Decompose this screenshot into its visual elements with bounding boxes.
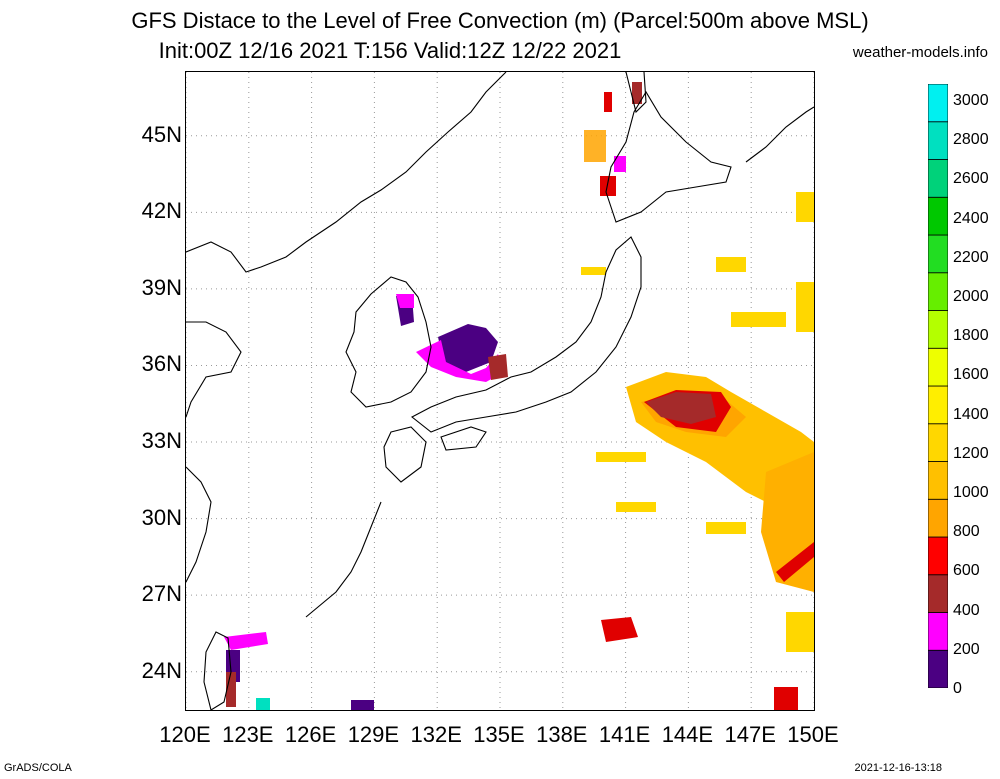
lfc-field: [224, 82, 814, 710]
colorbar-segment: [928, 423, 948, 462]
lat-tick-label: 24N: [141, 657, 182, 683]
lon-tick-label: 138E: [536, 722, 588, 747]
colorbar-label: 1200: [953, 444, 989, 462]
field-sw-cyan: [256, 698, 270, 710]
lat-tick-label: 45N: [141, 121, 182, 147]
lat-tick-label: 36N: [141, 351, 182, 377]
lon-tick-label: 141E: [598, 722, 651, 747]
field-magenta-korea: [396, 294, 414, 308]
lat-tick-label: 30N: [141, 504, 182, 530]
field-hokkaido-brown: [632, 82, 642, 104]
colorbar-label: 1800: [953, 327, 989, 345]
field-purple-sea: [438, 324, 498, 372]
lon-tick-label: 126E: [284, 722, 337, 747]
lat-tick-label: 39N: [141, 274, 182, 300]
footer-software: GrADS/COLA: [4, 762, 72, 774]
coast-korea: [345, 276, 432, 408]
coast-kurils: [745, 106, 814, 163]
field-east-red: [776, 542, 814, 582]
colorbar-label: 600: [953, 562, 980, 580]
lon-tick-label: 129E: [347, 722, 400, 747]
colorbar-segment: [928, 385, 948, 425]
colorbar-label: 800: [953, 523, 980, 541]
field-magenta-sea: [416, 340, 504, 382]
field-hokkaido-red: [600, 176, 616, 196]
field-se-red: [774, 687, 798, 710]
colorbar-segment: [928, 196, 948, 236]
field-sw-purple: [351, 700, 374, 710]
map-canvas: [186, 72, 814, 710]
lon-tick-label: 123E: [222, 722, 274, 747]
lon-tick-label: 132E: [410, 722, 462, 747]
coast-ryukyu: [305, 501, 382, 618]
colorbar-label: 2400: [953, 209, 989, 227]
colorbar-label: 2800: [953, 131, 989, 149]
lon-tick-label: 147E: [724, 722, 776, 747]
footer-timestamp: 2021-12-16-13:18: [854, 762, 942, 774]
colorbar-label: 2000: [953, 288, 989, 305]
colorbar-label: 2200: [953, 248, 989, 266]
map-subtitle: Init:00Z 12/16 2021 T:156 Valid:12Z 12/2…: [158, 38, 622, 63]
colorbar-label: 1000: [953, 484, 989, 501]
lon-tick-label: 144E: [661, 722, 714, 747]
coast-hokkaido: [605, 90, 732, 223]
lat-tick-label: 27N: [141, 581, 182, 607]
coastlines: [186, 72, 814, 710]
colorbar-segment: [928, 649, 948, 688]
field-hokkaido-red2: [604, 92, 612, 112]
colorbar-segment: [928, 498, 948, 538]
map-plot-area: [185, 71, 815, 711]
colorbar-segment: [928, 310, 948, 349]
coast-mainland: [186, 72, 507, 583]
colorbar-segment: [928, 347, 948, 387]
colorbar: [928, 84, 948, 688]
colorbar-segment: [928, 536, 948, 576]
field-taiwan-magenta: [224, 632, 268, 650]
field-pacific-brown: [646, 392, 716, 424]
coast-shikoku: [440, 426, 487, 451]
field-hokkaido-orange: [584, 130, 606, 162]
colorbar-label: 2600: [953, 170, 989, 188]
colorbar-label: 1400: [953, 405, 989, 423]
lon-tick-label: 120E: [159, 722, 211, 747]
colorbar-segment: [928, 461, 948, 500]
field-brown-sea: [488, 354, 508, 380]
lon-tick-label: 135E: [473, 722, 525, 747]
colorbar-label: 0: [953, 680, 962, 697]
colorbar-segment: [928, 574, 948, 613]
colorbar-label: 400: [953, 601, 980, 619]
field-taiwan-brown: [226, 672, 236, 707]
lat-tick-label: 33N: [141, 428, 182, 454]
lon-tick-label: 150E: [787, 722, 839, 747]
colorbar-label: 3000: [953, 92, 989, 109]
coast-honshu: [410, 236, 642, 433]
colorbar-segment: [928, 159, 948, 198]
colorbar-segment: [928, 272, 948, 311]
field-south-red: [601, 617, 638, 642]
coast-taiwan: [203, 631, 232, 710]
colorbar-segment: [928, 612, 948, 651]
colorbar-segment: [928, 234, 948, 274]
coast-sakhalin: [625, 72, 647, 114]
colorbar-segment: [928, 84, 948, 123]
credit-label: weather-models.info: [852, 44, 988, 61]
field-hokkaido-magenta: [614, 156, 626, 172]
colorbar-segment: [928, 121, 948, 160]
lat-tick-label: 42N: [141, 198, 182, 224]
colorbar-label: 1600: [953, 366, 989, 384]
coast-kyushu: [383, 426, 427, 483]
map-title: GFS Distace to the Level of Free Convect…: [131, 8, 869, 33]
colorbar-label: 200: [953, 640, 980, 658]
